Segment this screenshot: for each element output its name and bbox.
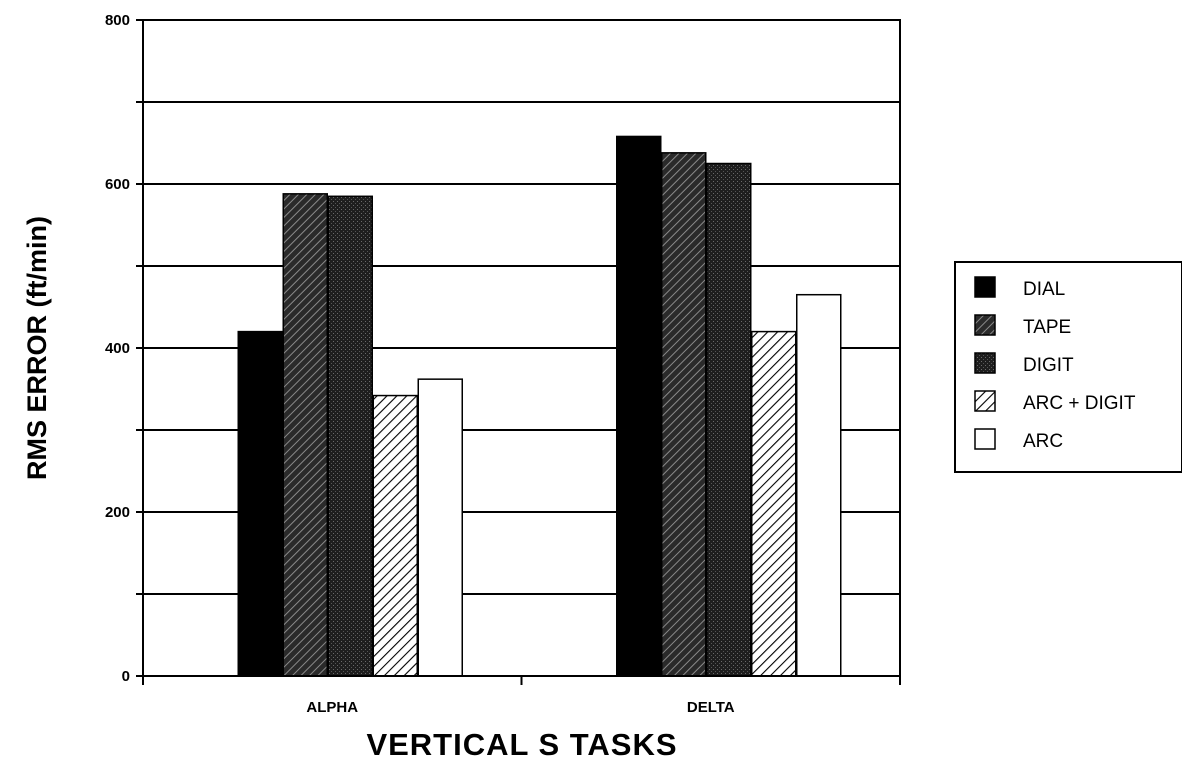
legend-label: ARC [1023, 431, 1063, 452]
x-tick-labels: ALPHA DELTA [306, 699, 734, 716]
legend-label: DIGIT [1023, 355, 1074, 376]
bar-tape-delta [661, 152, 707, 677]
x-tick-label: ALPHA [306, 699, 358, 716]
x-tick-label: DELTA [687, 699, 735, 716]
bars [237, 135, 842, 677]
x-axis-title: VERTICAL S TASKS [366, 727, 677, 762]
bar-digit-alpha [327, 195, 373, 677]
bar-dial-alpha [237, 330, 283, 677]
bar-arc-digit-alpha [372, 394, 418, 677]
legend-label: DIAL [1023, 279, 1065, 300]
legend-swatch [974, 390, 996, 412]
y-tick-label: 0 [122, 668, 130, 685]
y-axis-title: RMS ERROR (ft/min) [22, 216, 52, 480]
legend-swatch [974, 314, 996, 336]
y-tick-labels: 0 200 400 600 800 [105, 12, 130, 685]
bar-arc-delta [796, 293, 842, 677]
legend: DIAL TAPE DIGIT ARC + DIGIT ARC [954, 261, 1182, 473]
y-tick-label: 600 [105, 176, 130, 193]
bar-dial-delta [616, 135, 662, 677]
bar-arc-alpha [417, 378, 463, 677]
legend-label: TAPE [1023, 317, 1071, 338]
legend-swatch [974, 428, 996, 450]
legend-swatch [974, 276, 996, 298]
legend-swatch [974, 352, 996, 374]
y-tick-label: 200 [105, 504, 130, 521]
y-tick-label: 400 [105, 340, 130, 357]
y-tick-label: 800 [105, 12, 130, 29]
legend-label: ARC + DIGIT [1023, 393, 1136, 414]
bar-digit-delta [706, 162, 752, 677]
bar-arc-digit-delta [751, 330, 797, 677]
axes [136, 19, 901, 685]
bar-tape-alpha [282, 193, 328, 677]
